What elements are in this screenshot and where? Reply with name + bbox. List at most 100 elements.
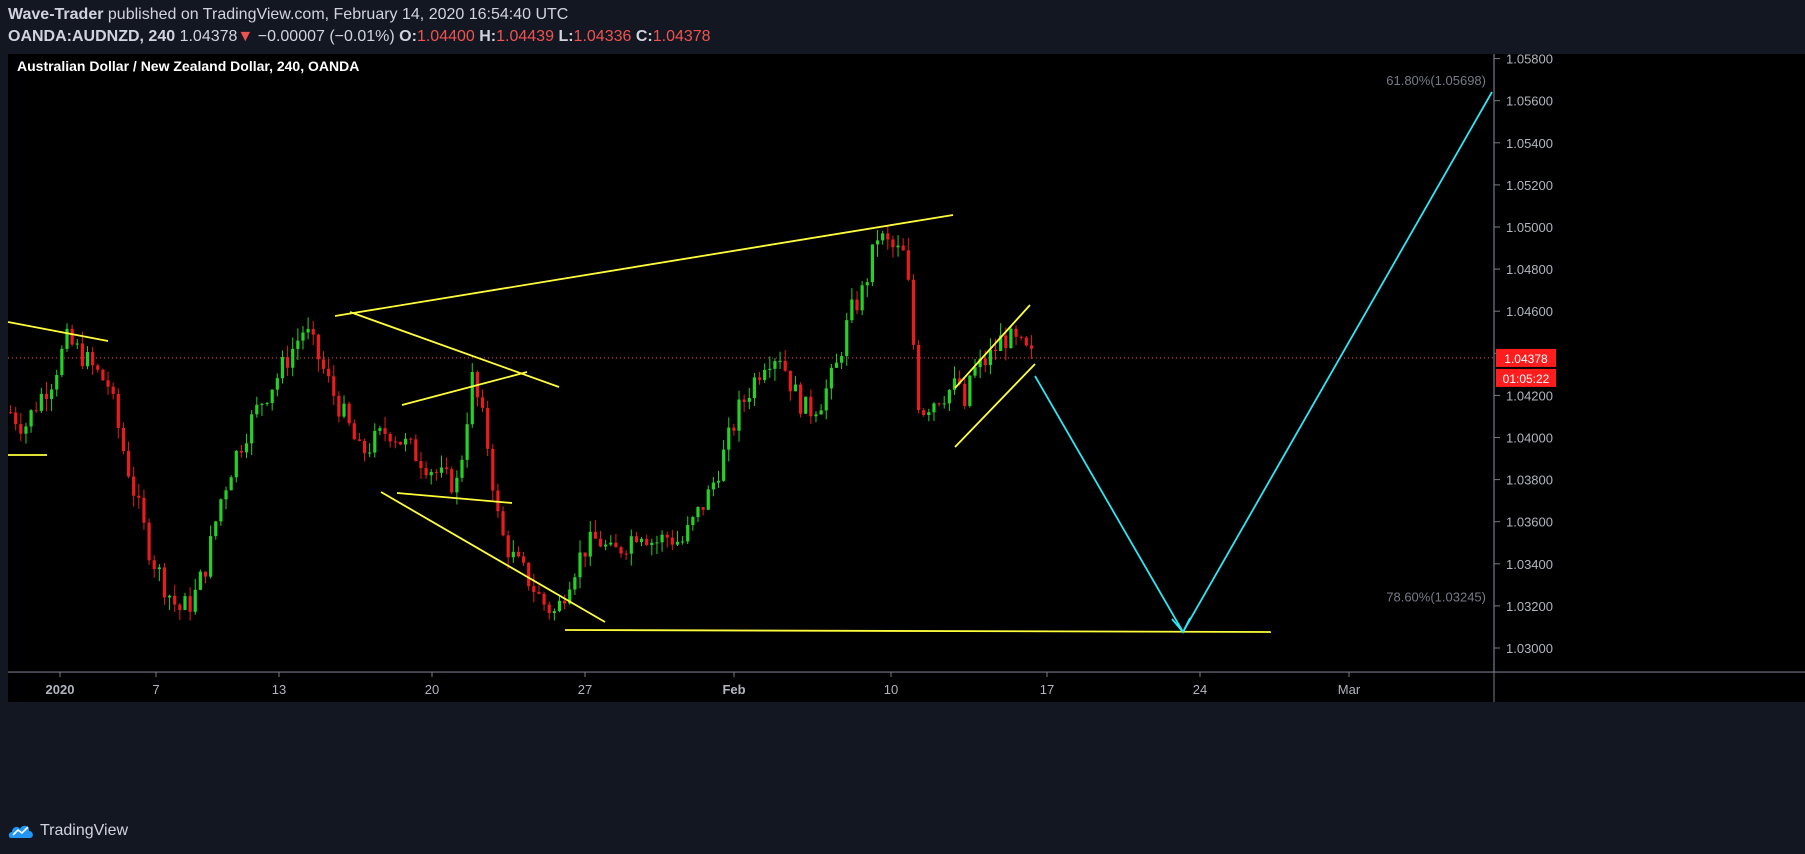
candle-body: [470, 372, 474, 425]
candle-body: [75, 343, 79, 345]
candle-body: [768, 368, 772, 370]
x-axis-ticks: 2020 7 13 20 27 Feb 10 17 24 Mar: [46, 672, 1361, 697]
candle-body: [511, 551, 515, 558]
yellow-trendline: [954, 363, 1036, 448]
candle-body: [255, 404, 259, 415]
candle-body: [480, 397, 485, 408]
candle-body: [583, 552, 587, 557]
candle-body: [532, 586, 536, 593]
candle-body: [445, 467, 449, 470]
tradingview-brand[interactable]: TradingView: [8, 822, 128, 840]
candle-body: [722, 449, 726, 481]
candle-body: [568, 589, 572, 604]
candle-body: [486, 407, 490, 449]
y-tick-label: 1.04600: [1506, 304, 1553, 319]
candle-body: [578, 552, 582, 578]
candle-body: [609, 542, 613, 545]
candle-body: [537, 592, 541, 594]
fib-level-label: 78.60%(1.03245): [1386, 589, 1486, 604]
candle-body: [332, 376, 336, 396]
footer: TradingView: [0, 808, 1805, 854]
candle-body: [173, 595, 177, 605]
candle-body: [44, 393, 49, 400]
yellow-trendline: [7, 321, 109, 342]
candle-body: [814, 414, 818, 417]
candle-body: [798, 384, 803, 414]
candle-body: [106, 380, 110, 387]
candle-body: [680, 541, 685, 543]
candle-body: [999, 335, 1003, 352]
candle-body: [542, 593, 546, 605]
chart-title: Australian Dollar / New Zealand Dollar, …: [17, 58, 359, 74]
candle-body: [111, 386, 115, 394]
candle-body: [409, 438, 413, 440]
yellow-trendline: [401, 371, 528, 406]
candle-body: [947, 389, 951, 404]
candle-body: [886, 233, 890, 240]
candle-body: [178, 604, 182, 611]
x-tick-label: 24: [1193, 682, 1207, 697]
candle-body: [96, 365, 100, 370]
candle-body: [24, 426, 28, 434]
fibonacci-labels: 61.80%(1.05698) 78.60%(1.03245): [1386, 73, 1486, 604]
candlestick-series: [8, 226, 1034, 621]
yellow-trendline: [334, 214, 954, 317]
yellow-trendline: [380, 491, 606, 623]
trendline-drawings[interactable]: [7, 91, 1493, 634]
candle-body: [691, 517, 695, 526]
candle-body: [588, 531, 592, 557]
x-tick-label: Feb: [722, 682, 745, 697]
price-chart[interactable]: Australian Dollar / New Zealand Dollar, …: [0, 54, 1805, 808]
candle-body: [434, 471, 438, 473]
candle-body: [491, 448, 495, 491]
candle-body: [439, 467, 444, 473]
y-tick-label: 1.05600: [1506, 94, 1553, 109]
y-tick-label: 1.05200: [1506, 178, 1553, 193]
candle-body: [763, 369, 767, 380]
candle-body: [701, 507, 705, 510]
candle-body: [188, 596, 192, 612]
yellow-trendline: [396, 492, 513, 504]
candle-body: [850, 299, 854, 321]
candle-body: [752, 377, 757, 399]
candle-body: [270, 389, 274, 403]
candle-body: [91, 352, 95, 366]
last-price: 1.04378: [179, 28, 238, 45]
candle-body: [429, 471, 433, 476]
time-axis[interactable]: [8, 673, 1805, 702]
candle-body: [352, 423, 356, 440]
candle-body: [357, 439, 362, 441]
candle-body: [14, 412, 18, 425]
close-label: C:: [635, 28, 653, 45]
candle-body: [373, 430, 377, 453]
candle-body: [639, 538, 644, 543]
candle-body: [711, 482, 715, 490]
candle-body: [450, 469, 454, 493]
candle-body: [244, 443, 249, 453]
candle-body: [157, 567, 161, 570]
yellow-trendline: [349, 311, 560, 388]
candle-body: [937, 403, 941, 405]
candle-body: [665, 534, 669, 538]
candle-body: [316, 334, 320, 360]
candle-body: [55, 374, 59, 390]
author-name[interactable]: Wave-Trader: [8, 6, 104, 23]
candle-body: [983, 358, 987, 365]
candle-body: [378, 428, 382, 431]
plot-area[interactable]: [8, 54, 1493, 672]
candle-body: [101, 369, 105, 381]
candle-body: [147, 522, 151, 561]
candle-body: [121, 427, 126, 452]
candle-body: [506, 535, 510, 558]
candle-body: [419, 461, 423, 469]
candle-body: [388, 433, 392, 442]
candle-body: [152, 560, 156, 570]
high-value: 1.04439: [496, 28, 554, 45]
x-tick-label: 27: [578, 682, 592, 697]
candle-body: [809, 396, 813, 417]
x-tick-label: 13: [272, 682, 286, 697]
candle-body: [834, 362, 839, 368]
y-tick-label: 1.04000: [1506, 431, 1553, 446]
candle-body: [70, 328, 74, 345]
candle-body: [968, 375, 972, 406]
